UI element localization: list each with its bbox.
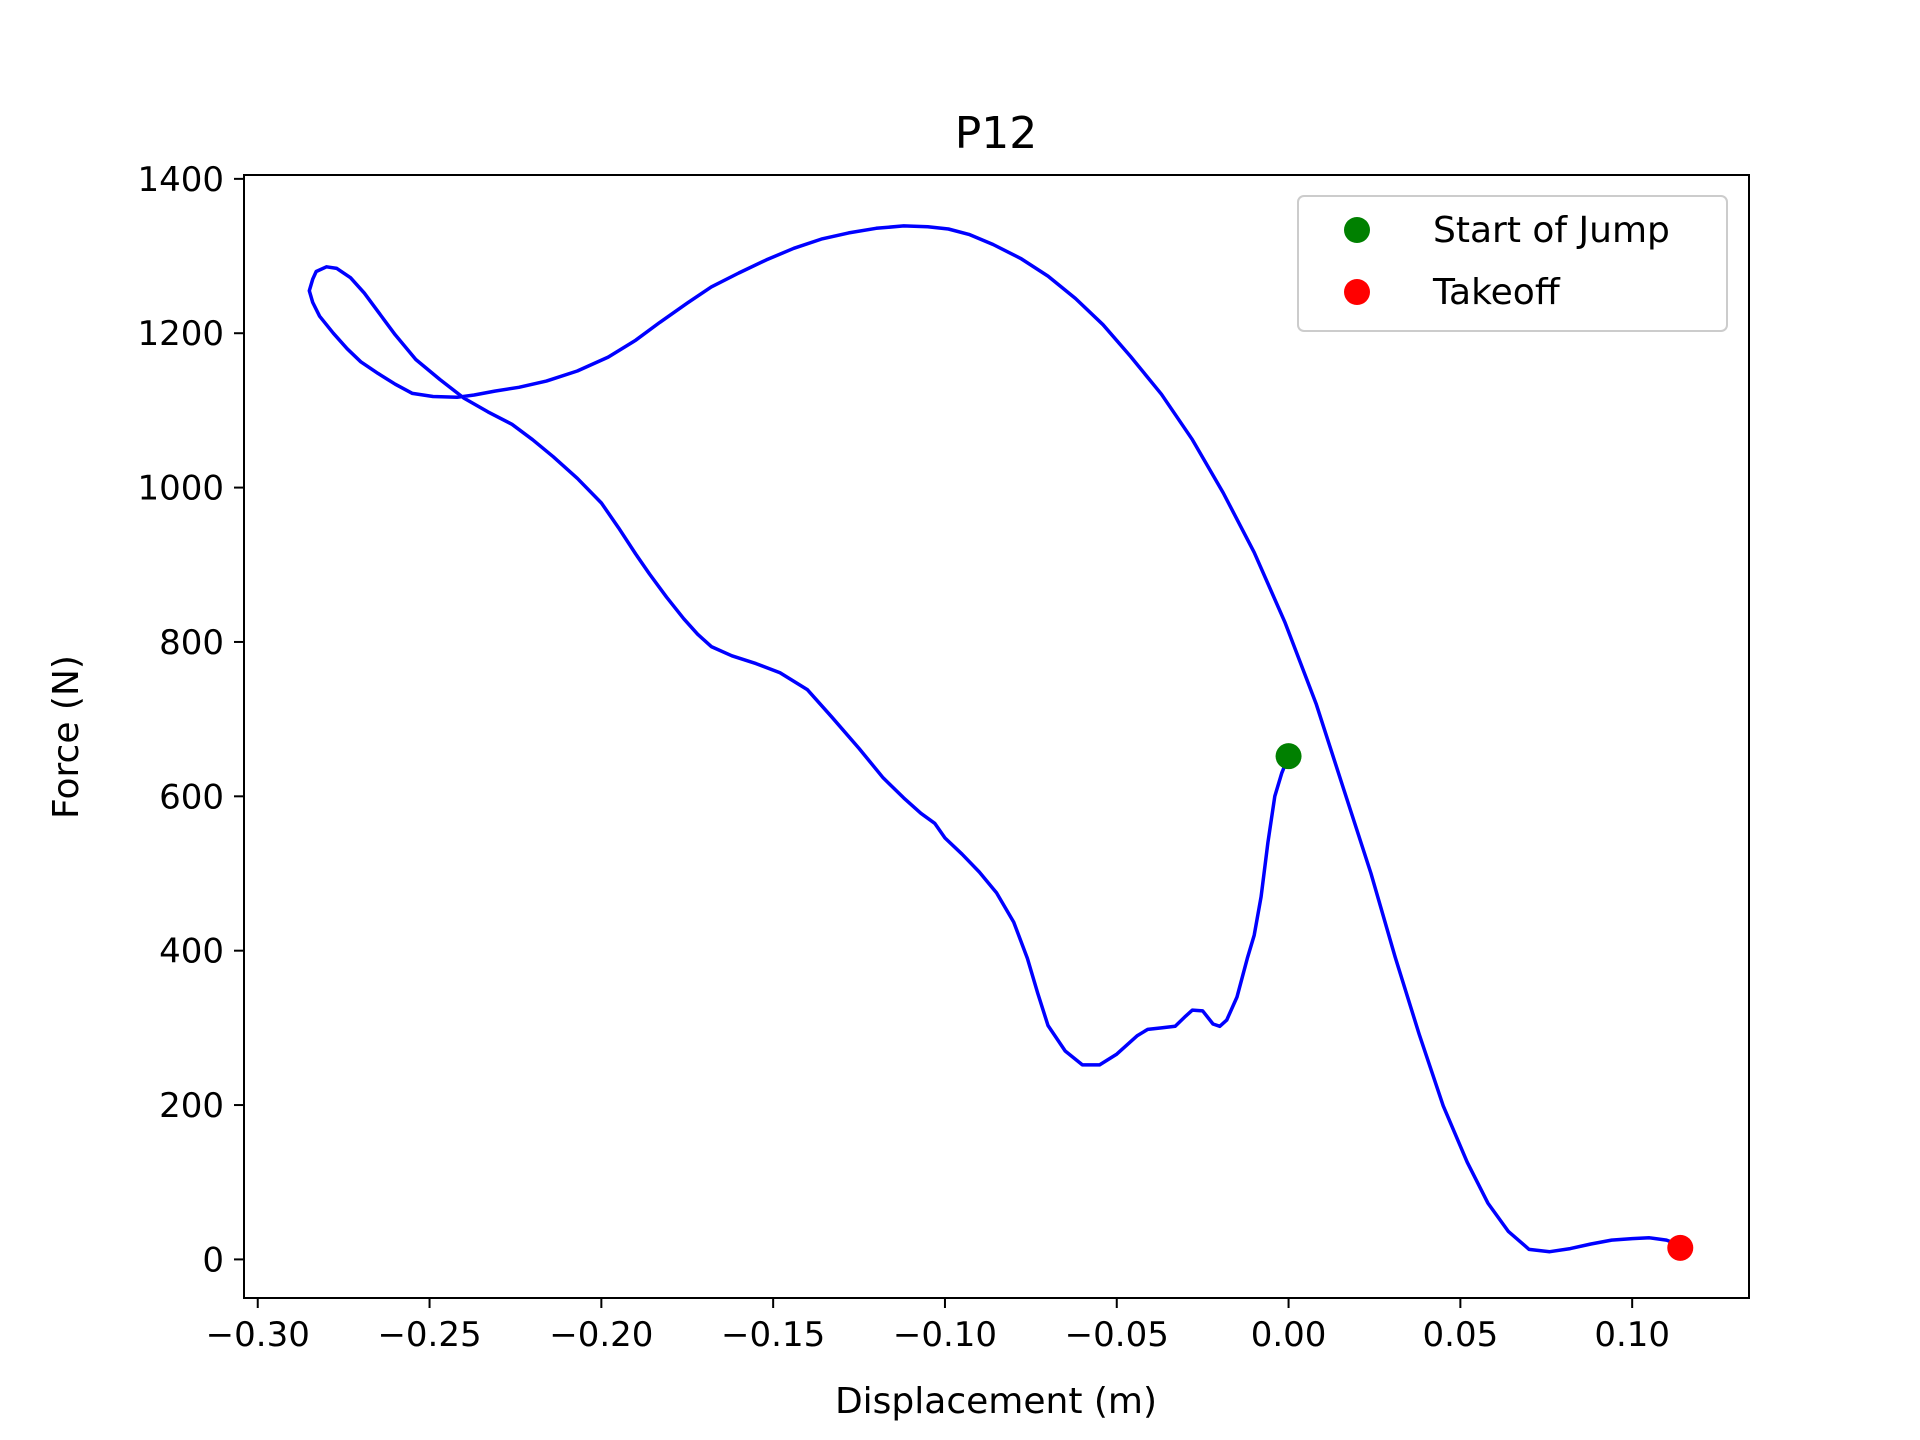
x-tick-label: −0.15 xyxy=(721,1315,825,1355)
plot-area xyxy=(243,174,1750,1299)
legend-marker-start-of-jump xyxy=(1344,217,1370,243)
markers xyxy=(1275,743,1694,1261)
y-axis-title: Force (N) xyxy=(46,655,87,819)
x-tick-label: 0.00 xyxy=(1251,1315,1327,1355)
y-tick-label: 200 xyxy=(159,1086,224,1126)
x-tick-label: 0.05 xyxy=(1423,1315,1499,1355)
y-tick-label: 600 xyxy=(159,777,224,817)
legend-box xyxy=(1297,195,1728,332)
y-tick-label: 800 xyxy=(159,623,224,663)
x-axis-ticks: −0.30 −0.25 −0.20 −0.15 −0.10 −0.05 0.00 0.05 0.… xyxy=(206,1298,1670,1355)
y-tick-label: 1200 xyxy=(137,314,224,354)
legend: Start of Jump Takeoff xyxy=(1297,195,1728,332)
x-tick-label: −0.05 xyxy=(1065,1315,1169,1355)
x-tick-label: 0.10 xyxy=(1594,1315,1670,1355)
y-tick-label: 400 xyxy=(159,932,224,972)
plot-frame xyxy=(243,174,1750,1299)
x-tick-label: −0.25 xyxy=(377,1315,481,1355)
x-tick-label: −0.20 xyxy=(549,1315,653,1355)
x-tick-label: −0.10 xyxy=(893,1315,997,1355)
series-line xyxy=(307,224,1679,1254)
legend-marker-takeoff xyxy=(1344,279,1370,305)
y-tick-label: 1400 xyxy=(137,160,224,200)
y-tick-label: 0 xyxy=(202,1240,224,1280)
x-axis-title: Displacement (m) xyxy=(835,1381,1157,1422)
marker-takeoff xyxy=(1667,1234,1694,1261)
marker-start-of-jump xyxy=(1275,743,1302,770)
legend-label-start-of-jump: Start of Jump xyxy=(1433,210,1670,251)
y-axis-ticks: 0 200 400 600 800 1000 1200 1400 xyxy=(137,160,244,1280)
legend-label-takeoff: Takeoff xyxy=(1432,272,1561,313)
y-tick-label: 1000 xyxy=(137,469,224,509)
x-tick-label: −0.30 xyxy=(206,1315,310,1355)
chart-title: P12 xyxy=(955,108,1038,159)
